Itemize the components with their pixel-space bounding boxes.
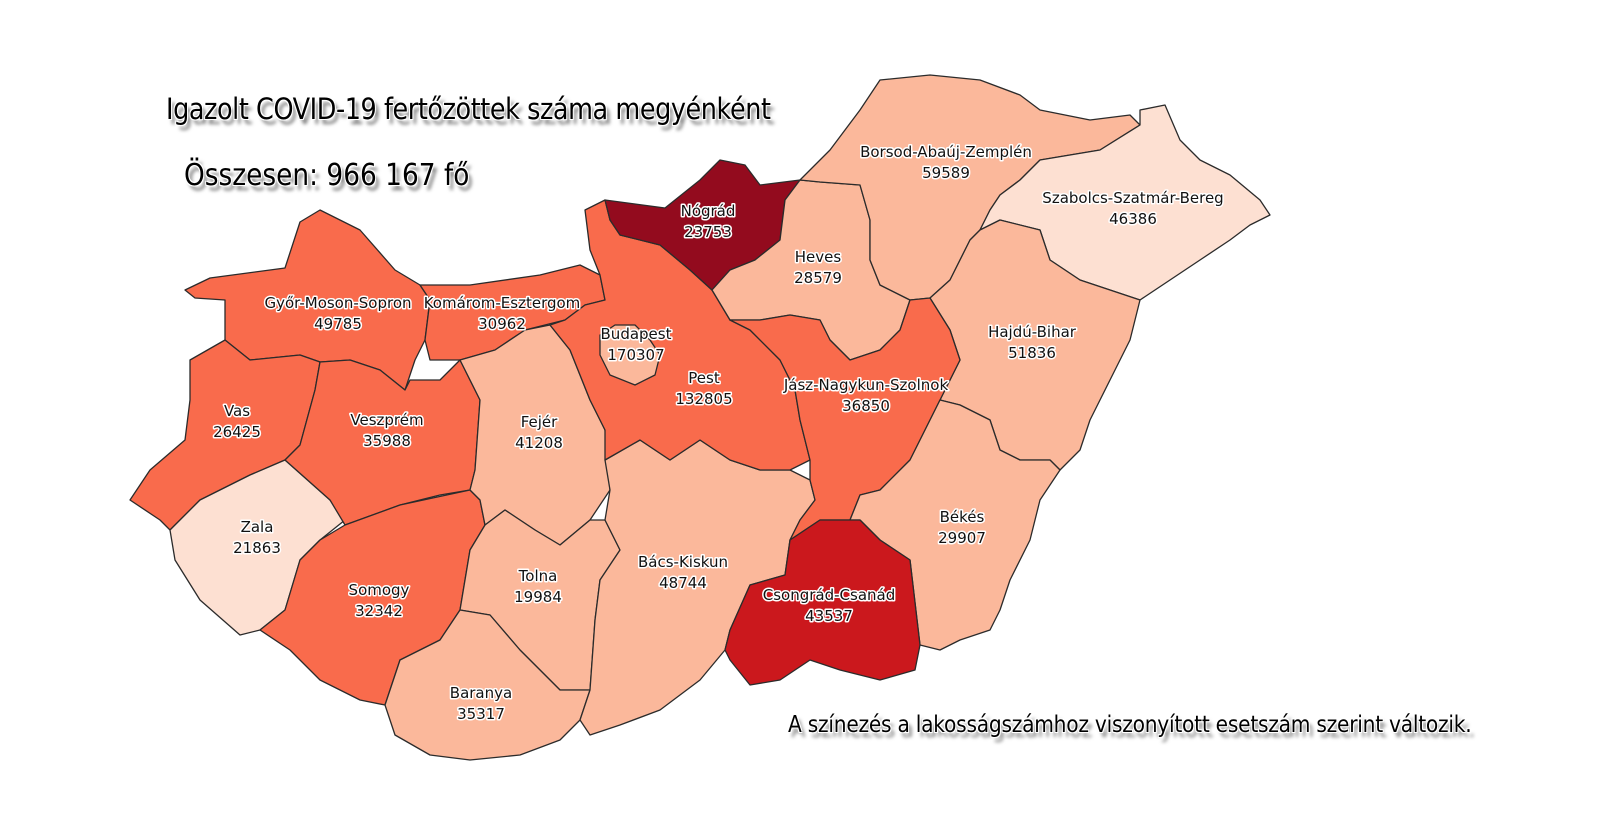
county-cases-label: 49785 (314, 315, 362, 333)
county-name-label: Bács-Kiskun (638, 553, 728, 571)
county-name-label: Zala (241, 518, 274, 536)
county-cases-label: 43537 (805, 607, 853, 625)
county-name-label: Baranya (450, 684, 512, 702)
county-csongrad-csanad (724, 519, 921, 686)
county-name-label: Budapest (601, 325, 672, 343)
color-note: A színezés a lakosságszámhoz viszonyítot… (788, 712, 1472, 738)
county-name-label: Pest (688, 369, 720, 387)
county-cases-label: 26425 (213, 423, 261, 441)
county-name-label: Borsod-Abaúj-Zemplén (860, 143, 1032, 161)
county-cases-label: 23753 (684, 223, 732, 241)
county-name-label: Fejér (521, 413, 558, 431)
county-cases-label: 59589 (922, 164, 970, 182)
county-cases-label: 132805 (675, 390, 732, 408)
county-cases-label: 170307 (607, 346, 664, 364)
county-name-label: Békés (940, 508, 985, 526)
county-cases-label: 29907 (938, 529, 986, 547)
county-budapest (599, 324, 661, 386)
county-name-label: Hajdú-Bihar (988, 323, 1077, 341)
county-name-label: Heves (795, 248, 842, 266)
county-name-label: Szabolcs-Szatmár-Bereg (1042, 189, 1223, 207)
county-name-label: Csongrád-Csanád (763, 586, 896, 604)
county-cases-label: 21863 (233, 539, 281, 557)
county-cases-label: 32342 (355, 602, 403, 620)
county-cases-label: 28579 (794, 269, 842, 287)
county-name-label: Nógrád (681, 202, 736, 220)
map-title: Igazolt COVID-19 fertőzöttek száma megyé… (166, 92, 771, 126)
county-name-label: Vas (224, 402, 250, 420)
total-cases: Összesen: 966 167 fő (184, 158, 470, 193)
county-name-label: Somogy (349, 581, 410, 599)
county-cases-label: 51836 (1008, 344, 1056, 362)
county-cases-label: 35317 (457, 705, 505, 723)
county-name-label: Komárom-Esztergom (424, 294, 581, 312)
county-name-label: Veszprém (350, 411, 423, 429)
county-cases-label: 46386 (1109, 210, 1157, 228)
county-cases-label: 36850 (842, 397, 890, 415)
county-cases-label: 48744 (659, 574, 707, 592)
county-name-label: Győr-Moson-Sopron (264, 294, 411, 312)
county-cases-label: 35988 (363, 432, 411, 450)
county-name-label: Jász-Nagykun-Szolnok (783, 376, 949, 394)
county-name-label: Tolna (518, 567, 558, 585)
county-cases-label: 41208 (515, 434, 563, 452)
county-cases-label: 30962 (478, 315, 526, 333)
county-cases-label: 19984 (514, 588, 562, 606)
